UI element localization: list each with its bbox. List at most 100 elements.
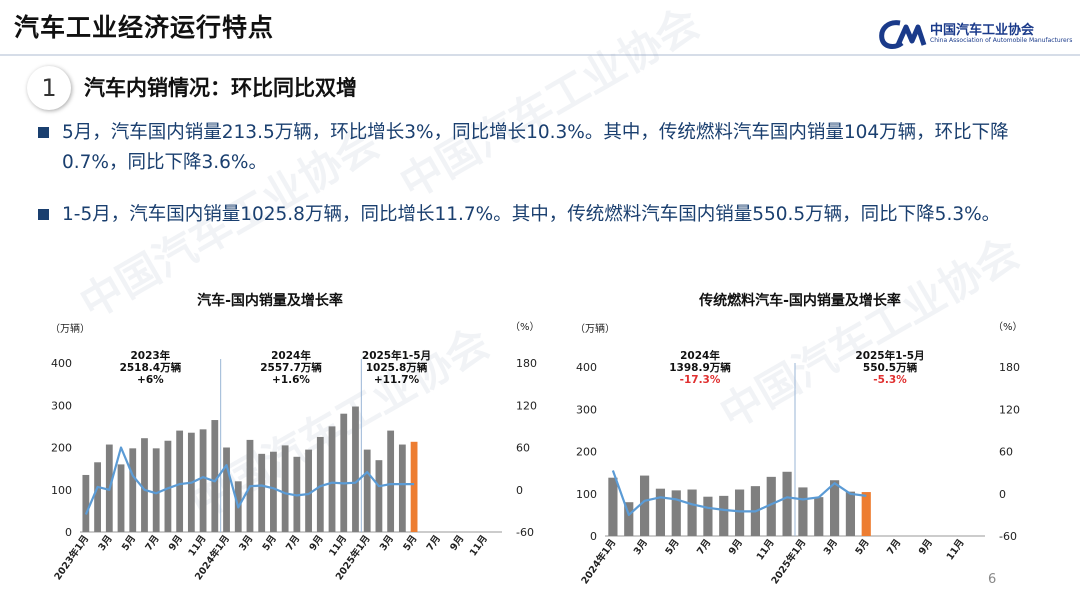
x-tick-label: 11月	[327, 533, 349, 558]
y-tick-right: 0	[999, 488, 1006, 501]
sales-bar	[211, 420, 219, 532]
x-tick-label: 5月	[853, 537, 871, 557]
x-tick-label: 9月	[448, 533, 466, 553]
period-annotation: 2023年	[130, 349, 170, 362]
x-tick-label: 7月	[885, 537, 903, 557]
sales-bar	[141, 438, 148, 532]
section-title: 汽车内销情况：环比同比双增	[84, 76, 357, 100]
sales-bar	[305, 449, 312, 532]
sales-bar	[829, 480, 840, 536]
sales-bar	[199, 429, 207, 532]
caam-logo-icon	[879, 20, 927, 49]
right-axis-unit: （%）	[510, 321, 540, 333]
sales-bar	[94, 462, 101, 532]
sales-bar	[340, 413, 348, 532]
chart-title: 传统燃料汽车-国内销量及增长率	[698, 292, 901, 309]
total-sales-chart: 汽车-国内销量及增长率 （万辆） （%） 0 100 200 300 400 -60 0 60 120…	[50, 292, 540, 583]
x-tick-label: 11月	[186, 533, 208, 558]
x-tick-label: 3月	[378, 533, 396, 553]
bullet-square-icon	[38, 127, 49, 138]
growth-rate-line	[84, 446, 415, 515]
y-tick-left: 300	[51, 399, 72, 412]
period-annotation: 1398.9万辆	[669, 361, 731, 374]
x-tick-label: 7月	[425, 533, 443, 553]
left-axis-unit: （万辆）	[575, 322, 615, 335]
x-tick-label: 5月	[120, 533, 138, 553]
sales-bar	[82, 474, 90, 532]
sales-bar	[270, 451, 277, 532]
ice-sales-chart: 传统燃料汽车-国内销量及增长率 （万辆） （%） 0 100 200 300 400 -60 0 6…	[575, 292, 1023, 587]
watermark: 中国汽车工业协会	[391, 0, 708, 209]
y-tick-right: 180	[999, 361, 1020, 374]
sales-bar	[352, 406, 359, 532]
x-tick-label: 5月	[401, 533, 419, 553]
period-annotation: -17.3%	[680, 374, 721, 386]
bullet-item: 1-5月，汽车国内销量1025.8万辆，同比增长11.7%。其中，传统燃料汽车国…	[38, 200, 1058, 230]
sales-bar	[719, 495, 729, 536]
sales-bar	[223, 447, 230, 532]
y-tick-right: -60	[999, 530, 1017, 543]
y-tick-right: -60	[516, 526, 534, 539]
period-annotation: 2025年1-5月	[855, 349, 924, 362]
y-tick-right: 120	[516, 399, 537, 412]
sales-bar	[328, 426, 336, 532]
y-tick-left: 200	[51, 442, 72, 455]
logo-name-cn: 中国汽车工业协会	[930, 23, 1035, 38]
x-tick-label: 2024年1月	[579, 537, 619, 587]
period-annotation: 2557.7万辆	[260, 361, 322, 374]
x-tick-label: 9月	[308, 533, 326, 553]
y-tick-left: 400	[576, 361, 597, 374]
right-axis-unit: （%）	[993, 321, 1023, 333]
period-annotation: +1.6%	[272, 374, 310, 386]
sales-bar	[639, 475, 650, 536]
sales-bar	[845, 491, 856, 536]
x-tick-label: 9月	[727, 537, 745, 557]
sales-bar	[734, 489, 745, 536]
growth-rate-line	[611, 470, 867, 516]
period-annotation: 1025.8万辆	[366, 361, 428, 374]
period-annotation: +11.7%	[374, 374, 420, 386]
x-tick-label: 3月	[97, 533, 115, 553]
sales-bar	[671, 490, 681, 536]
sales-bar	[281, 445, 289, 532]
y-tick-right: 120	[999, 403, 1020, 416]
sales-bar	[814, 497, 824, 536]
sales-bar	[655, 488, 666, 536]
sales-bar	[703, 496, 713, 536]
sales-bar	[316, 436, 324, 532]
sales-bar	[782, 471, 792, 536]
bullet-square-icon	[38, 209, 49, 220]
y-tick-right: 0	[516, 484, 523, 497]
sales-bar	[164, 440, 172, 532]
page-number: 6	[988, 572, 997, 587]
x-tick-label: 11月	[468, 533, 490, 558]
bullet-text: 5月，汽车国内销量213.5万辆，环比增长3%，同比增长10.3%。其中，传统燃…	[62, 122, 1009, 173]
x-tick-label: 5月	[261, 533, 279, 553]
sales-bar	[117, 464, 125, 532]
y-tick-left: 300	[576, 403, 597, 416]
period-annotation: 2025年1-5月	[362, 349, 431, 362]
sales-bar	[624, 502, 634, 536]
sales-bar	[258, 453, 266, 532]
caam-logo: 中国汽车工业协会 China Association of Automobile…	[878, 17, 1072, 51]
x-tick-label: 3月	[632, 537, 650, 557]
bullet-text: 1-5月，汽车国内销量1025.8万辆，同比增长11.7%。其中，传统燃料汽车国…	[62, 204, 1001, 225]
x-tick-label: 2023年1月	[52, 533, 92, 583]
y-tick-left: 0	[65, 526, 72, 539]
sales-bar	[798, 487, 808, 536]
slide-title: 汽车工业经济运行特点	[14, 13, 275, 42]
period-annotation: -5.3%	[873, 374, 907, 386]
y-tick-left: 400	[51, 357, 72, 370]
left-axis-unit: （万辆）	[50, 322, 90, 335]
sales-bar	[375, 460, 383, 532]
x-tick-label: 7月	[284, 533, 302, 553]
logo-name-en: China Association of Automobile Manufact…	[930, 37, 1073, 44]
chart-title: 汽车-国内销量及增长率	[197, 292, 343, 309]
x-tick-label: 9月	[917, 537, 935, 557]
sales-bar	[176, 430, 184, 532]
sales-bar	[152, 448, 160, 532]
sales-bar	[687, 489, 697, 536]
period-annotation: +6%	[137, 374, 164, 386]
sales-bar	[363, 449, 371, 532]
period-annotation: 550.5万辆	[863, 361, 918, 374]
